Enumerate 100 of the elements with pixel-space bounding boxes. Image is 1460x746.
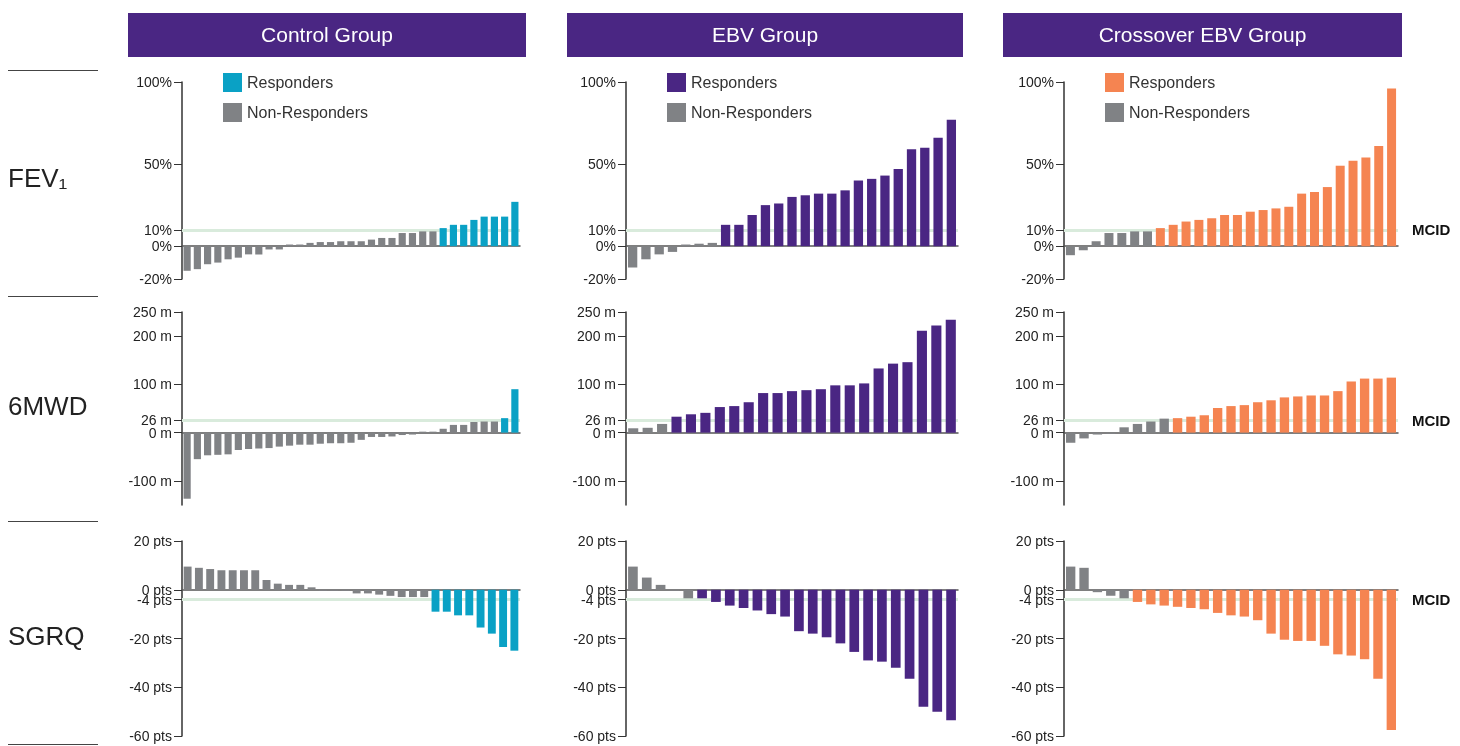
bar <box>683 589 694 599</box>
bar <box>774 203 784 247</box>
bar <box>627 246 638 268</box>
bar <box>1119 427 1129 433</box>
bar <box>1155 228 1165 247</box>
bar <box>316 242 324 247</box>
bar <box>877 589 887 662</box>
y-tick-label: -40 pts <box>1011 679 1054 696</box>
bar <box>307 587 316 590</box>
bar <box>1346 589 1356 656</box>
bar <box>273 583 282 590</box>
legend-label: Non-Responders <box>1129 104 1250 121</box>
bar <box>194 567 203 590</box>
bar <box>262 580 271 590</box>
bar <box>849 589 860 652</box>
bar <box>1322 187 1332 247</box>
y-tick-label: 100 m <box>1015 376 1054 393</box>
y-tick-label: -20 pts <box>129 630 172 647</box>
y-tick-label: 20 pts <box>133 533 172 549</box>
bar <box>887 363 899 433</box>
legend-label: Non-Responders <box>247 104 368 121</box>
bar <box>1194 219 1204 247</box>
legend-label: Responders <box>247 74 334 91</box>
bar <box>945 319 956 433</box>
bar <box>1293 589 1303 641</box>
bar <box>490 216 498 247</box>
bar <box>244 432 253 450</box>
y-tick-label: -20 pts <box>573 630 616 647</box>
bar <box>511 201 519 247</box>
y-tick-label: 250 m <box>577 304 616 320</box>
bar <box>1333 391 1343 433</box>
ref-line-label: MCID <box>1412 221 1451 239</box>
bar <box>863 589 873 661</box>
bar <box>255 432 263 449</box>
y-tick-label: 10% <box>587 221 616 238</box>
bar <box>296 584 305 590</box>
bar <box>931 325 942 433</box>
bar <box>1168 224 1178 247</box>
bar <box>439 228 447 247</box>
bar <box>1172 589 1183 607</box>
bar <box>285 432 294 446</box>
bar <box>787 196 797 247</box>
bar <box>902 362 913 433</box>
y-tick-label: -40 pts <box>129 679 172 696</box>
bar <box>920 147 930 247</box>
bar <box>1239 589 1250 617</box>
bar <box>1373 589 1383 679</box>
bar <box>873 368 884 433</box>
bar <box>511 389 519 433</box>
bar <box>1143 231 1152 247</box>
legend-label: Non-Responders <box>691 104 812 121</box>
bar <box>1374 146 1384 247</box>
y-axis-title: FEV₁ <box>8 162 69 194</box>
bar <box>1079 567 1089 590</box>
bar <box>641 577 652 590</box>
bar <box>480 421 488 433</box>
y-tick-label: 200 m <box>133 328 172 345</box>
bar <box>906 149 917 247</box>
bar <box>1297 193 1307 247</box>
bar <box>1104 233 1114 247</box>
bar <box>711 589 721 602</box>
bar <box>265 246 273 250</box>
bar <box>480 216 488 247</box>
y-tick-label: -20 pts <box>1011 630 1054 647</box>
bar <box>1159 418 1169 433</box>
y-tick-label: 10% <box>143 221 172 238</box>
bar <box>1146 421 1156 433</box>
bar <box>375 589 384 595</box>
y-tick-label: 50% <box>1025 156 1054 173</box>
bar <box>801 390 812 433</box>
y-axis-title: SGRQ <box>8 620 86 652</box>
bar <box>449 224 458 247</box>
bar <box>1293 396 1303 433</box>
y-tick-label: 20 pts <box>577 533 616 549</box>
ref-line-label: MCID <box>1412 411 1451 429</box>
bar <box>890 589 901 668</box>
bar <box>326 242 335 247</box>
bar <box>685 414 697 433</box>
bar <box>844 385 855 433</box>
y-tick-label: -100 m <box>1010 472 1054 489</box>
bar <box>1186 589 1196 609</box>
bar <box>306 432 314 445</box>
y-tick-label: 250 m <box>133 304 172 320</box>
bar <box>654 246 664 255</box>
bar <box>918 589 929 707</box>
bar <box>429 231 437 247</box>
bar <box>1172 418 1183 433</box>
bar <box>724 589 735 606</box>
bar <box>1119 589 1129 599</box>
y-tick-label: -20% <box>139 271 172 287</box>
y-tick-label: -100 m <box>572 472 616 489</box>
bar <box>1239 405 1250 433</box>
bar <box>853 180 864 247</box>
chart-title: Crossover EBV Group <box>1003 13 1402 57</box>
bar <box>743 402 754 433</box>
bar <box>752 589 763 611</box>
bar <box>204 432 212 456</box>
chart-title: EBV Group <box>567 13 963 57</box>
bar <box>815 389 826 433</box>
bar <box>1253 589 1263 621</box>
